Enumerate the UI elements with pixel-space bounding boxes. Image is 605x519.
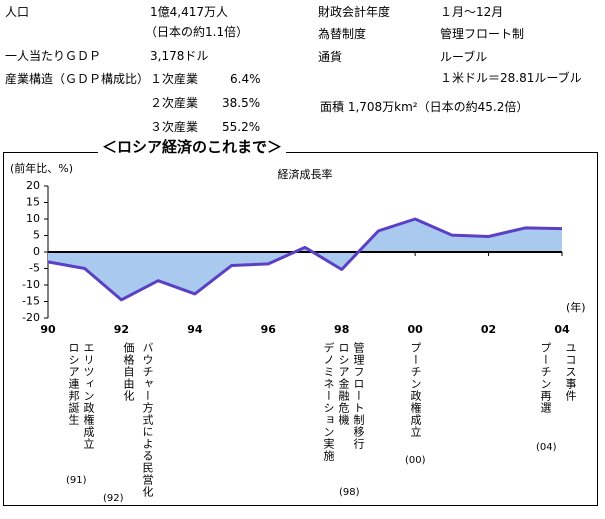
note: １米ドル＝28.81ルーブル (440, 71, 582, 85)
x-tick-label: 04 (554, 323, 570, 336)
x-tick-label: 90 (40, 323, 56, 336)
annotation: ロシア金融危機 (337, 342, 350, 426)
annotation-year: (98) (339, 487, 360, 498)
value: 1億4,417万人 (150, 5, 228, 19)
value: 55.2% (222, 120, 261, 134)
annotation: プーチン政権成立 (409, 342, 422, 438)
annotation-year: (91) (66, 475, 87, 486)
annotation: プーチン再選 (539, 342, 552, 414)
value: 6.4% (230, 72, 261, 86)
y-tick-label: -10 (22, 278, 40, 291)
label: 一人当たりＧＤＰ (5, 49, 102, 63)
note: （日本の約1.1倍） (145, 25, 249, 39)
area (48, 219, 562, 300)
y-tick-label: 10 (26, 212, 40, 225)
chart-frame (3, 152, 598, 506)
label: 人口 (5, 5, 30, 19)
area: 面積 1,708万km²（日本の約45.2倍） (320, 100, 529, 114)
y-tick-label: 15 (26, 196, 40, 209)
annotation-year: (92) (103, 493, 124, 504)
annotation: 価格自由化 (122, 342, 135, 402)
x-tick-label: 92 (114, 323, 129, 336)
value: ルーブル (440, 50, 488, 64)
label: ３次産業 (150, 120, 199, 134)
y-tick-label: -15 (22, 295, 40, 308)
label: ２次産業 (150, 96, 199, 110)
y-tick-label: -20 (22, 311, 40, 324)
chart-title: 経済成長率 (278, 167, 333, 181)
x-tick-label: 96 (261, 323, 277, 336)
y-tick-label: 5 (33, 229, 40, 242)
label: 為替制度 (318, 27, 367, 41)
annotation-year: (00) (405, 455, 426, 466)
y-tick-label: 0 (33, 245, 40, 258)
value: 3,178ドル (150, 49, 209, 63)
x-tick-label: 02 (481, 323, 496, 336)
annotation: エリツィン政権成立 (82, 342, 95, 450)
label: 通貨 (318, 50, 343, 64)
value: 管理フロート制 (440, 27, 525, 41)
y-tick-label: 20 (26, 179, 40, 192)
x-tick-label: 98 (334, 323, 349, 336)
annotation: 管理フロート制移行 (352, 342, 365, 450)
label: 産業構造（ＧＤＰ構成比） (5, 72, 150, 86)
annotation: ロシア連邦誕生 (67, 342, 80, 426)
value: １月～12月 (440, 5, 504, 19)
label: 財政会計年度 (318, 5, 391, 19)
annotation: ユコス事件 (564, 342, 577, 402)
line (47, 217, 563, 302)
label: １次産業 (150, 72, 199, 86)
y-axis-label: (前年比、%) (10, 161, 73, 175)
value: 38.5% (222, 96, 261, 110)
x-tick-label: 00 (407, 323, 423, 336)
annotation-year: (04) (536, 442, 557, 453)
y-tick-label: -5 (29, 262, 40, 275)
x-unit: (年) (566, 300, 586, 314)
annotation: デノミネーション実施 (322, 342, 335, 462)
annotation: バウチャー方式による民営化 (141, 342, 154, 498)
x-tick-label: 94 (187, 323, 203, 336)
section-title: ＜ロシア経済のこれまで＞ (98, 140, 287, 155)
